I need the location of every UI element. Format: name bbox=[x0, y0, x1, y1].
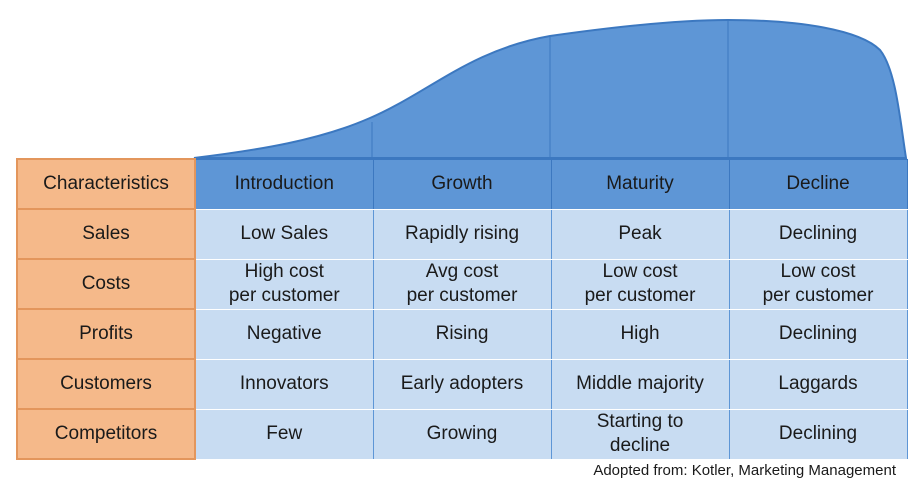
cell-text: Growing bbox=[426, 423, 498, 444]
table-cell: Peak bbox=[550, 208, 730, 260]
cell-text: Innovators bbox=[239, 373, 329, 394]
cell-text: Middle majority bbox=[576, 373, 704, 394]
table-cell: Innovators bbox=[194, 358, 374, 410]
table-cell: Middle majority bbox=[550, 358, 730, 410]
cell-text: Rapidly rising bbox=[404, 223, 520, 244]
cell-text: Few bbox=[266, 423, 303, 444]
cell-text: Peak bbox=[618, 223, 662, 244]
characteristics-header: Characteristics bbox=[16, 158, 196, 210]
table-cell: Low cost per customer bbox=[728, 258, 908, 310]
table-cell: Rising bbox=[372, 308, 552, 360]
table-cell: Growing bbox=[372, 408, 552, 460]
table-row: Competitors Few Growing Starting to decl… bbox=[16, 408, 908, 460]
cell-text: Declining bbox=[778, 423, 858, 444]
header-row: Characteristics Introduction Growth Matu… bbox=[16, 158, 908, 210]
table-row: Customers Innovators Early adopters Midd… bbox=[16, 358, 908, 410]
table-cell: Laggards bbox=[728, 358, 908, 410]
cell-text: Avg cost per customer bbox=[406, 261, 518, 306]
cell-text: High bbox=[620, 323, 660, 344]
cell-text: Low cost per customer bbox=[762, 261, 874, 306]
cell-text: Early adopters bbox=[400, 373, 524, 394]
row-label-profits: Profits bbox=[16, 308, 196, 360]
cell-text: Low cost per customer bbox=[584, 261, 696, 306]
table-cell: High bbox=[550, 308, 730, 360]
table-cell: Avg cost per customer bbox=[372, 258, 552, 310]
table-row: Costs High cost per customer Avg cost pe… bbox=[16, 258, 908, 310]
row-label-costs: Costs bbox=[16, 258, 196, 310]
table-cell: Declining bbox=[728, 208, 908, 260]
table-cell: Declining bbox=[728, 308, 908, 360]
stage-header-growth: Growth bbox=[372, 158, 552, 210]
table-cell: Starting to decline bbox=[550, 408, 730, 460]
cell-text: Starting to decline bbox=[596, 411, 684, 456]
sales-curve bbox=[193, 18, 908, 159]
table-cell: Negative bbox=[194, 308, 374, 360]
plc-characteristics-table: Characteristics Introduction Growth Matu… bbox=[16, 158, 908, 460]
table-cell: Few bbox=[194, 408, 374, 460]
table-cell: Low cost per customer bbox=[550, 258, 730, 310]
stage-header-introduction: Introduction bbox=[194, 158, 374, 210]
cell-text: Laggards bbox=[778, 373, 858, 394]
table-row: Sales Low Sales Rapidly rising Peak Decl… bbox=[16, 208, 908, 260]
row-label-competitors: Competitors bbox=[16, 408, 196, 460]
cell-text: Rising bbox=[435, 323, 489, 344]
cell-text: Declining bbox=[778, 323, 858, 344]
table-row: Profits Negative Rising High Declining bbox=[16, 308, 908, 360]
table-cell: High cost per customer bbox=[194, 258, 374, 310]
stage-header-decline: Decline bbox=[728, 158, 908, 210]
cell-text: Low Sales bbox=[240, 223, 329, 244]
row-label-customers: Customers bbox=[16, 358, 196, 410]
stage-header-maturity: Maturity bbox=[550, 158, 730, 210]
cell-text: Negative bbox=[246, 323, 322, 344]
cell-text: Declining bbox=[778, 223, 858, 244]
table-cell: Rapidly rising bbox=[372, 208, 552, 260]
table-cell: Declining bbox=[728, 408, 908, 460]
source-note: Adopted from: Kotler, Marketing Manageme… bbox=[593, 462, 896, 479]
row-label-sales: Sales bbox=[16, 208, 196, 260]
table-cell: Low Sales bbox=[194, 208, 374, 260]
table-cell: Early adopters bbox=[372, 358, 552, 410]
cell-text: High cost per customer bbox=[228, 261, 340, 306]
